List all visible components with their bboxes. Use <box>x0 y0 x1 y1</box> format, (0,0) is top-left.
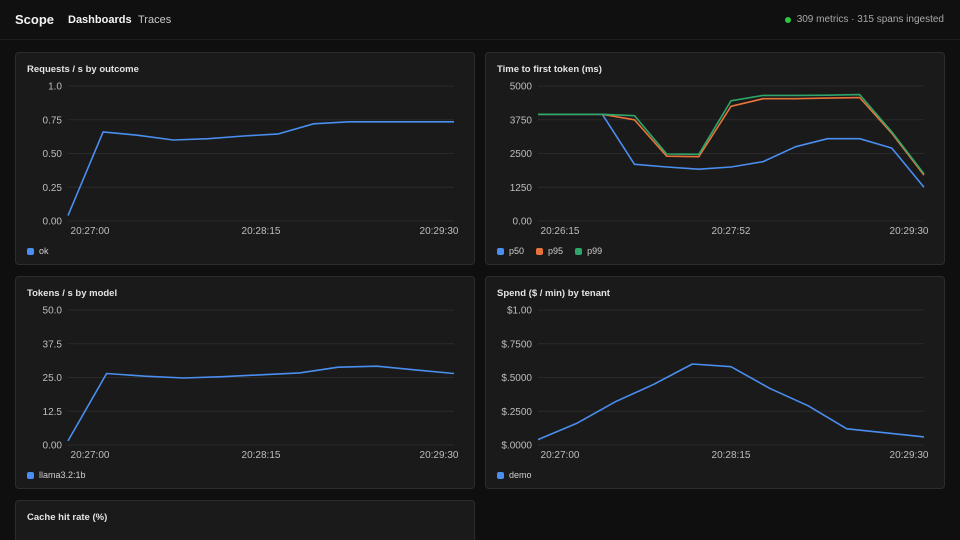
y-tick-label: 0.00 <box>43 217 63 228</box>
panel-cache: Cache hit rate (%) <box>15 500 475 540</box>
y-tick-label: 3750 <box>510 115 533 126</box>
x-tick-label: 20:26:15 <box>541 226 580 237</box>
status-dot-icon <box>784 16 791 23</box>
legend-swatch <box>575 247 583 255</box>
legend-swatch <box>497 247 504 255</box>
legend-label: p95 <box>548 246 564 256</box>
chart-spend: $1.00 $.7500 $.5000 $.2500 $.0000 20:27:00 20:… <box>501 306 929 462</box>
nav-traces[interactable]: Traces <box>138 14 172 26</box>
y-tick-label: 50.0 <box>43 306 63 317</box>
x-tick-label: 20:29:30 <box>420 226 459 237</box>
panel-ttft: Time to first token (ms) 5000 3750 2500 125… <box>485 52 945 265</box>
legend: p50 p95 p99 <box>497 246 602 256</box>
series-line-p99 <box>538 93 925 175</box>
series-line-p50 <box>538 113 925 188</box>
chart-requests: 1.0 0.75 0.50 0.25 0.00 20:27:00 20:28:15 20:29… <box>43 82 459 238</box>
legend-item[interactable]: llama3.2:1b <box>27 470 86 480</box>
legend-item[interactable]: p95 <box>536 246 563 256</box>
panel-title: Cache hit rate (%) <box>27 512 108 523</box>
legend-label: demo <box>509 470 532 480</box>
series-line-demo <box>537 363 925 441</box>
legend-swatch <box>497 471 504 479</box>
y-tick-label: 0.00 <box>513 217 533 228</box>
y-tick-label: 25.0 <box>43 373 63 384</box>
series-line-ok <box>67 121 454 216</box>
ingest-status-text: 309 metrics · 315 spans ingested <box>796 14 944 25</box>
y-tick-label: 1.0 <box>48 82 62 93</box>
legend-item[interactable]: p50 <box>497 246 524 256</box>
x-tick-label: 20:29:30 <box>420 450 459 461</box>
legend-label: p50 <box>509 246 525 256</box>
legend-label: p99 <box>587 246 603 256</box>
y-tick-label: $.7500 <box>501 339 532 350</box>
y-tick-label: 5000 <box>510 82 533 93</box>
legend-swatch <box>27 471 34 479</box>
y-tick-label: $.2500 <box>501 407 532 418</box>
chart-ttft: 5000 3750 2500 1250 0.00 20:26:15 20:27:52 20:2… <box>510 82 929 238</box>
x-tick-label: 20:27:00 <box>71 450 110 461</box>
series-line-p95 <box>538 96 925 176</box>
y-tick-label: $.5000 <box>501 373 532 384</box>
panel-title: Requests / s by outcome <box>27 64 139 75</box>
legend-swatch <box>536 247 544 255</box>
legend-swatch <box>27 247 34 255</box>
x-tick-label: 20:27:00 <box>71 226 110 237</box>
x-tick-label: 20:28:15 <box>712 450 751 461</box>
y-tick-label: 0.75 <box>43 115 63 126</box>
legend-label: llama3.2:1b <box>39 470 86 480</box>
x-tick-label: 20:29:30 <box>890 226 929 237</box>
panel-requests: Requests / s by outcome 1.0 0.75 0.50 0.25 0… <box>15 52 475 265</box>
y-tick-label: 2500 <box>510 149 533 160</box>
panel-tokens: Tokens / s by model 50.0 37.5 25.0 12.5 0.00… <box>15 276 475 489</box>
legend-item[interactable]: demo <box>497 470 532 480</box>
y-tick-label: $1.00 <box>507 306 532 317</box>
y-tick-label: 12.5 <box>43 407 63 418</box>
legend-item[interactable]: ok <box>27 246 49 256</box>
y-tick-label: 1250 <box>510 183 533 194</box>
panel-spend: Spend ($ / min) by tenant $1.00 $.7500 $.5… <box>485 276 945 489</box>
x-tick-label: 20:27:52 <box>712 226 751 237</box>
panel-title: Tokens / s by model <box>27 288 118 299</box>
x-tick-label: 20:28:15 <box>242 226 281 237</box>
x-tick-label: 20:28:15 <box>242 450 281 461</box>
panel-title: Time to first token (ms) <box>497 64 602 75</box>
y-tick-label: 0.00 <box>43 441 63 452</box>
y-tick-label: 0.50 <box>43 149 63 160</box>
ingest-status: 309 metrics · 315 spans ingested <box>784 14 944 25</box>
legend-label: ok <box>39 246 49 256</box>
legend: ok <box>27 246 49 256</box>
chart-tokens: 50.0 37.5 25.0 12.5 0.00 20:27:00 20:28:15 20:2… <box>43 306 459 462</box>
top-bar: Scope Dashboards Traces 309 metrics · 31… <box>0 0 960 40</box>
app-brand[interactable]: Scope <box>15 12 55 27</box>
x-tick-label: 20:29:30 <box>890 450 929 461</box>
y-tick-label: $.0000 <box>501 441 532 452</box>
y-tick-label: 0.25 <box>43 183 63 194</box>
legend: llama3.2:1b <box>27 470 86 480</box>
series-line-llama3-2-1b <box>67 365 455 442</box>
x-tick-label: 20:27:00 <box>541 450 580 461</box>
y-tick-label: 37.5 <box>43 339 63 350</box>
panel-title: Spend ($ / min) by tenant <box>497 288 610 299</box>
legend-item[interactable]: p99 <box>575 246 602 256</box>
legend: demo <box>497 470 532 480</box>
nav-dashboards[interactable]: Dashboards <box>68 14 132 26</box>
